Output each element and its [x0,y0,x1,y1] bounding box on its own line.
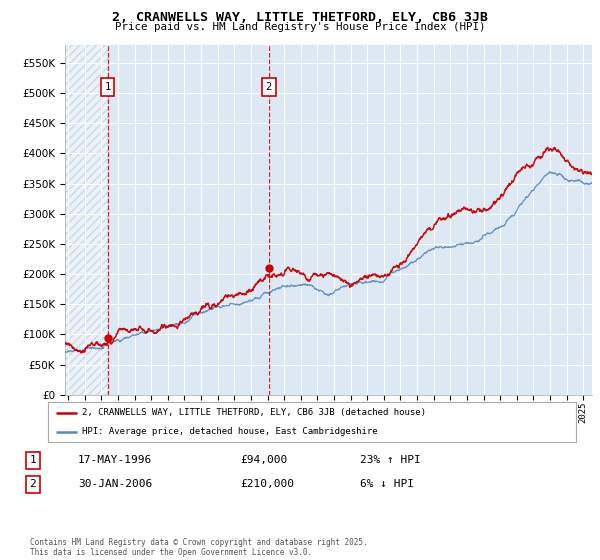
Text: Contains HM Land Registry data © Crown copyright and database right 2025.
This d: Contains HM Land Registry data © Crown c… [30,538,368,557]
Text: 1: 1 [104,82,111,92]
Text: 1: 1 [29,455,37,465]
Text: £210,000: £210,000 [240,479,294,489]
Text: 2: 2 [29,479,37,489]
Text: 23% ↑ HPI: 23% ↑ HPI [360,455,421,465]
Text: 17-MAY-1996: 17-MAY-1996 [78,455,152,465]
Text: HPI: Average price, detached house, East Cambridgeshire: HPI: Average price, detached house, East… [82,427,378,436]
Text: £94,000: £94,000 [240,455,287,465]
Text: 30-JAN-2006: 30-JAN-2006 [78,479,152,489]
Text: 2, CRANWELLS WAY, LITTLE THETFORD, ELY, CB6 3JB: 2, CRANWELLS WAY, LITTLE THETFORD, ELY, … [112,11,488,24]
Text: 2: 2 [266,82,272,92]
Text: 6% ↓ HPI: 6% ↓ HPI [360,479,414,489]
Text: 2, CRANWELLS WAY, LITTLE THETFORD, ELY, CB6 3JB (detached house): 2, CRANWELLS WAY, LITTLE THETFORD, ELY, … [82,408,427,417]
Bar [65,45,107,395]
Text: Price paid vs. HM Land Registry's House Price Index (HPI): Price paid vs. HM Land Registry's House … [115,22,485,32]
